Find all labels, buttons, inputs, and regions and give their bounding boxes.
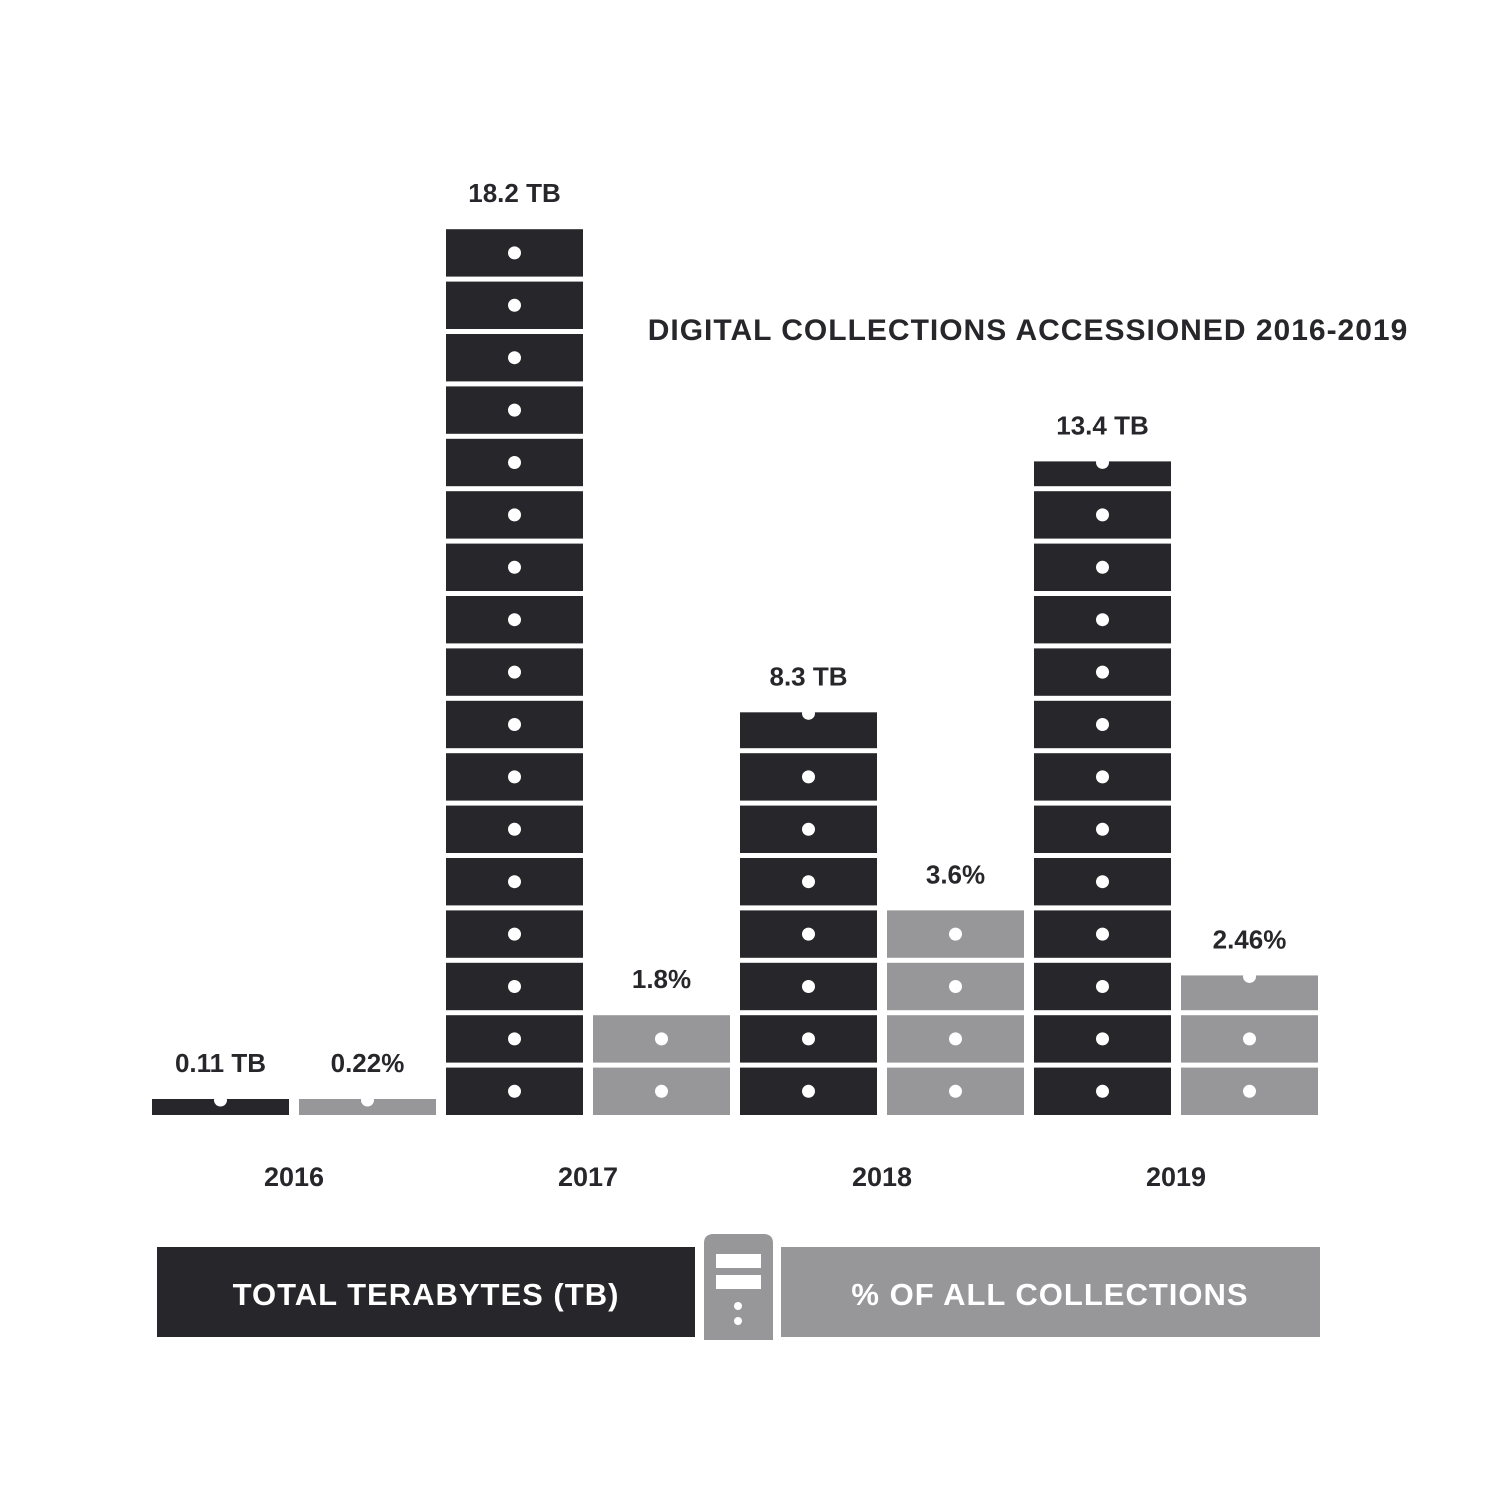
bar-block-dot bbox=[1096, 875, 1109, 889]
bar-block-partial-of-all-collections-2016 bbox=[299, 1099, 436, 1115]
bar-block-dot bbox=[1096, 455, 1109, 469]
x-tick-label-2017: 2017 bbox=[558, 1162, 618, 1192]
legend-swatch-total-terabytes bbox=[157, 1247, 695, 1337]
bar-block-dot bbox=[949, 1084, 962, 1098]
bar-block-dot bbox=[1243, 1084, 1256, 1098]
bar-block-dot bbox=[1096, 822, 1109, 836]
legend-swatch-percent-of-collections bbox=[781, 1247, 1320, 1337]
bars-group bbox=[152, 229, 1318, 1115]
legend: TOTAL TERABYTES (TB) % OF ALL COLLECTION… bbox=[157, 1234, 1320, 1340]
bar-block-dot bbox=[1096, 770, 1109, 784]
data-label-of-all-collections-2019: 2.46% bbox=[1213, 924, 1287, 954]
bar-block-dot bbox=[1096, 927, 1109, 941]
x-tick-label-2016: 2016 bbox=[264, 1162, 324, 1192]
server-tower-icon bbox=[704, 1234, 773, 1340]
bar-block-dot bbox=[802, 927, 815, 941]
bar-block-partial-total-terabytes-tb-2016 bbox=[152, 1099, 289, 1115]
bar-block-dot bbox=[1243, 1032, 1256, 1046]
bar-block-dot bbox=[1096, 1084, 1109, 1098]
bar-block-dot bbox=[508, 298, 521, 312]
bar-block-dot bbox=[1243, 969, 1256, 983]
year-labels-group: 2016 2017 2018 2019 bbox=[264, 1162, 1206, 1192]
data-label-total-terabytes-tb-2018: 8.3 TB bbox=[769, 661, 847, 691]
legend-label-total-terabytes: TOTAL TERABYTES (TB) bbox=[233, 1277, 620, 1312]
bar-block-dot bbox=[508, 246, 521, 260]
data-label-total-terabytes-tb-2016: 0.11 TB bbox=[175, 1048, 266, 1078]
bar-block-dot bbox=[1096, 980, 1109, 993]
bar-block-dot bbox=[508, 351, 521, 365]
bar-block-dot bbox=[508, 822, 521, 836]
bar-block-dot bbox=[949, 1032, 962, 1046]
bar-block-dot bbox=[508, 1084, 521, 1098]
bar-block-dot bbox=[1096, 508, 1109, 522]
bar-block-dot bbox=[1096, 613, 1109, 627]
data-label-of-all-collections-2016: 0.22% bbox=[331, 1048, 405, 1078]
bar-block-dot bbox=[361, 1093, 374, 1107]
bar-block-dot bbox=[655, 1032, 668, 1046]
x-tick-label-2018: 2018 bbox=[852, 1162, 912, 1192]
bar-block-dot bbox=[508, 1032, 521, 1046]
bar-block-dot bbox=[802, 1032, 815, 1046]
bar-block-dot bbox=[802, 770, 815, 784]
bar-block-dot bbox=[949, 980, 962, 993]
bar-block-dot bbox=[508, 927, 521, 941]
bar-block-dot bbox=[508, 560, 521, 574]
bar-block-dot bbox=[508, 456, 521, 469]
bar-block-dot bbox=[802, 822, 815, 836]
bar-block-dot bbox=[508, 980, 521, 993]
data-label-of-all-collections-2017: 1.8% bbox=[632, 964, 691, 994]
bar-block-dot bbox=[508, 718, 521, 731]
bar-block-dot bbox=[1096, 665, 1109, 679]
value-labels-group: 0.11 TB 0.22% 18.2 TB 1.8% 8.3 TB 3.6% 13.4 TB… bbox=[175, 178, 1286, 1078]
bar-block-dot bbox=[802, 706, 815, 720]
bar-block-dot bbox=[508, 508, 521, 522]
bar-block-dot bbox=[508, 403, 521, 417]
bar-block-dot bbox=[802, 875, 815, 889]
bar-block-dot bbox=[508, 665, 521, 679]
bar-block-dot bbox=[508, 613, 521, 627]
data-label-total-terabytes-tb-2019: 13.4 TB bbox=[1056, 410, 1149, 440]
bar-block-dot bbox=[949, 927, 962, 941]
bar-block-dot bbox=[508, 770, 521, 784]
data-label-total-terabytes-tb-2017: 18.2 TB bbox=[468, 178, 561, 208]
x-tick-label-2019: 2019 bbox=[1146, 1162, 1206, 1192]
bar-block-dot bbox=[214, 1093, 227, 1107]
bar-block-dot bbox=[1096, 718, 1109, 731]
chart-title: DIGITAL COLLECTIONS ACCESSIONED 2016-201… bbox=[648, 314, 1409, 347]
bar-block-dot bbox=[1096, 1032, 1109, 1046]
bar-block-dot bbox=[1096, 560, 1109, 574]
bar-block-dot bbox=[802, 1084, 815, 1098]
bar-block-dot bbox=[802, 980, 815, 993]
data-label-of-all-collections-2018: 3.6% bbox=[926, 859, 985, 889]
legend-label-percent-of-collections: % OF ALL COLLECTIONS bbox=[851, 1277, 1248, 1312]
bar-block-dot bbox=[508, 875, 521, 889]
bar-block-dot bbox=[655, 1084, 668, 1098]
